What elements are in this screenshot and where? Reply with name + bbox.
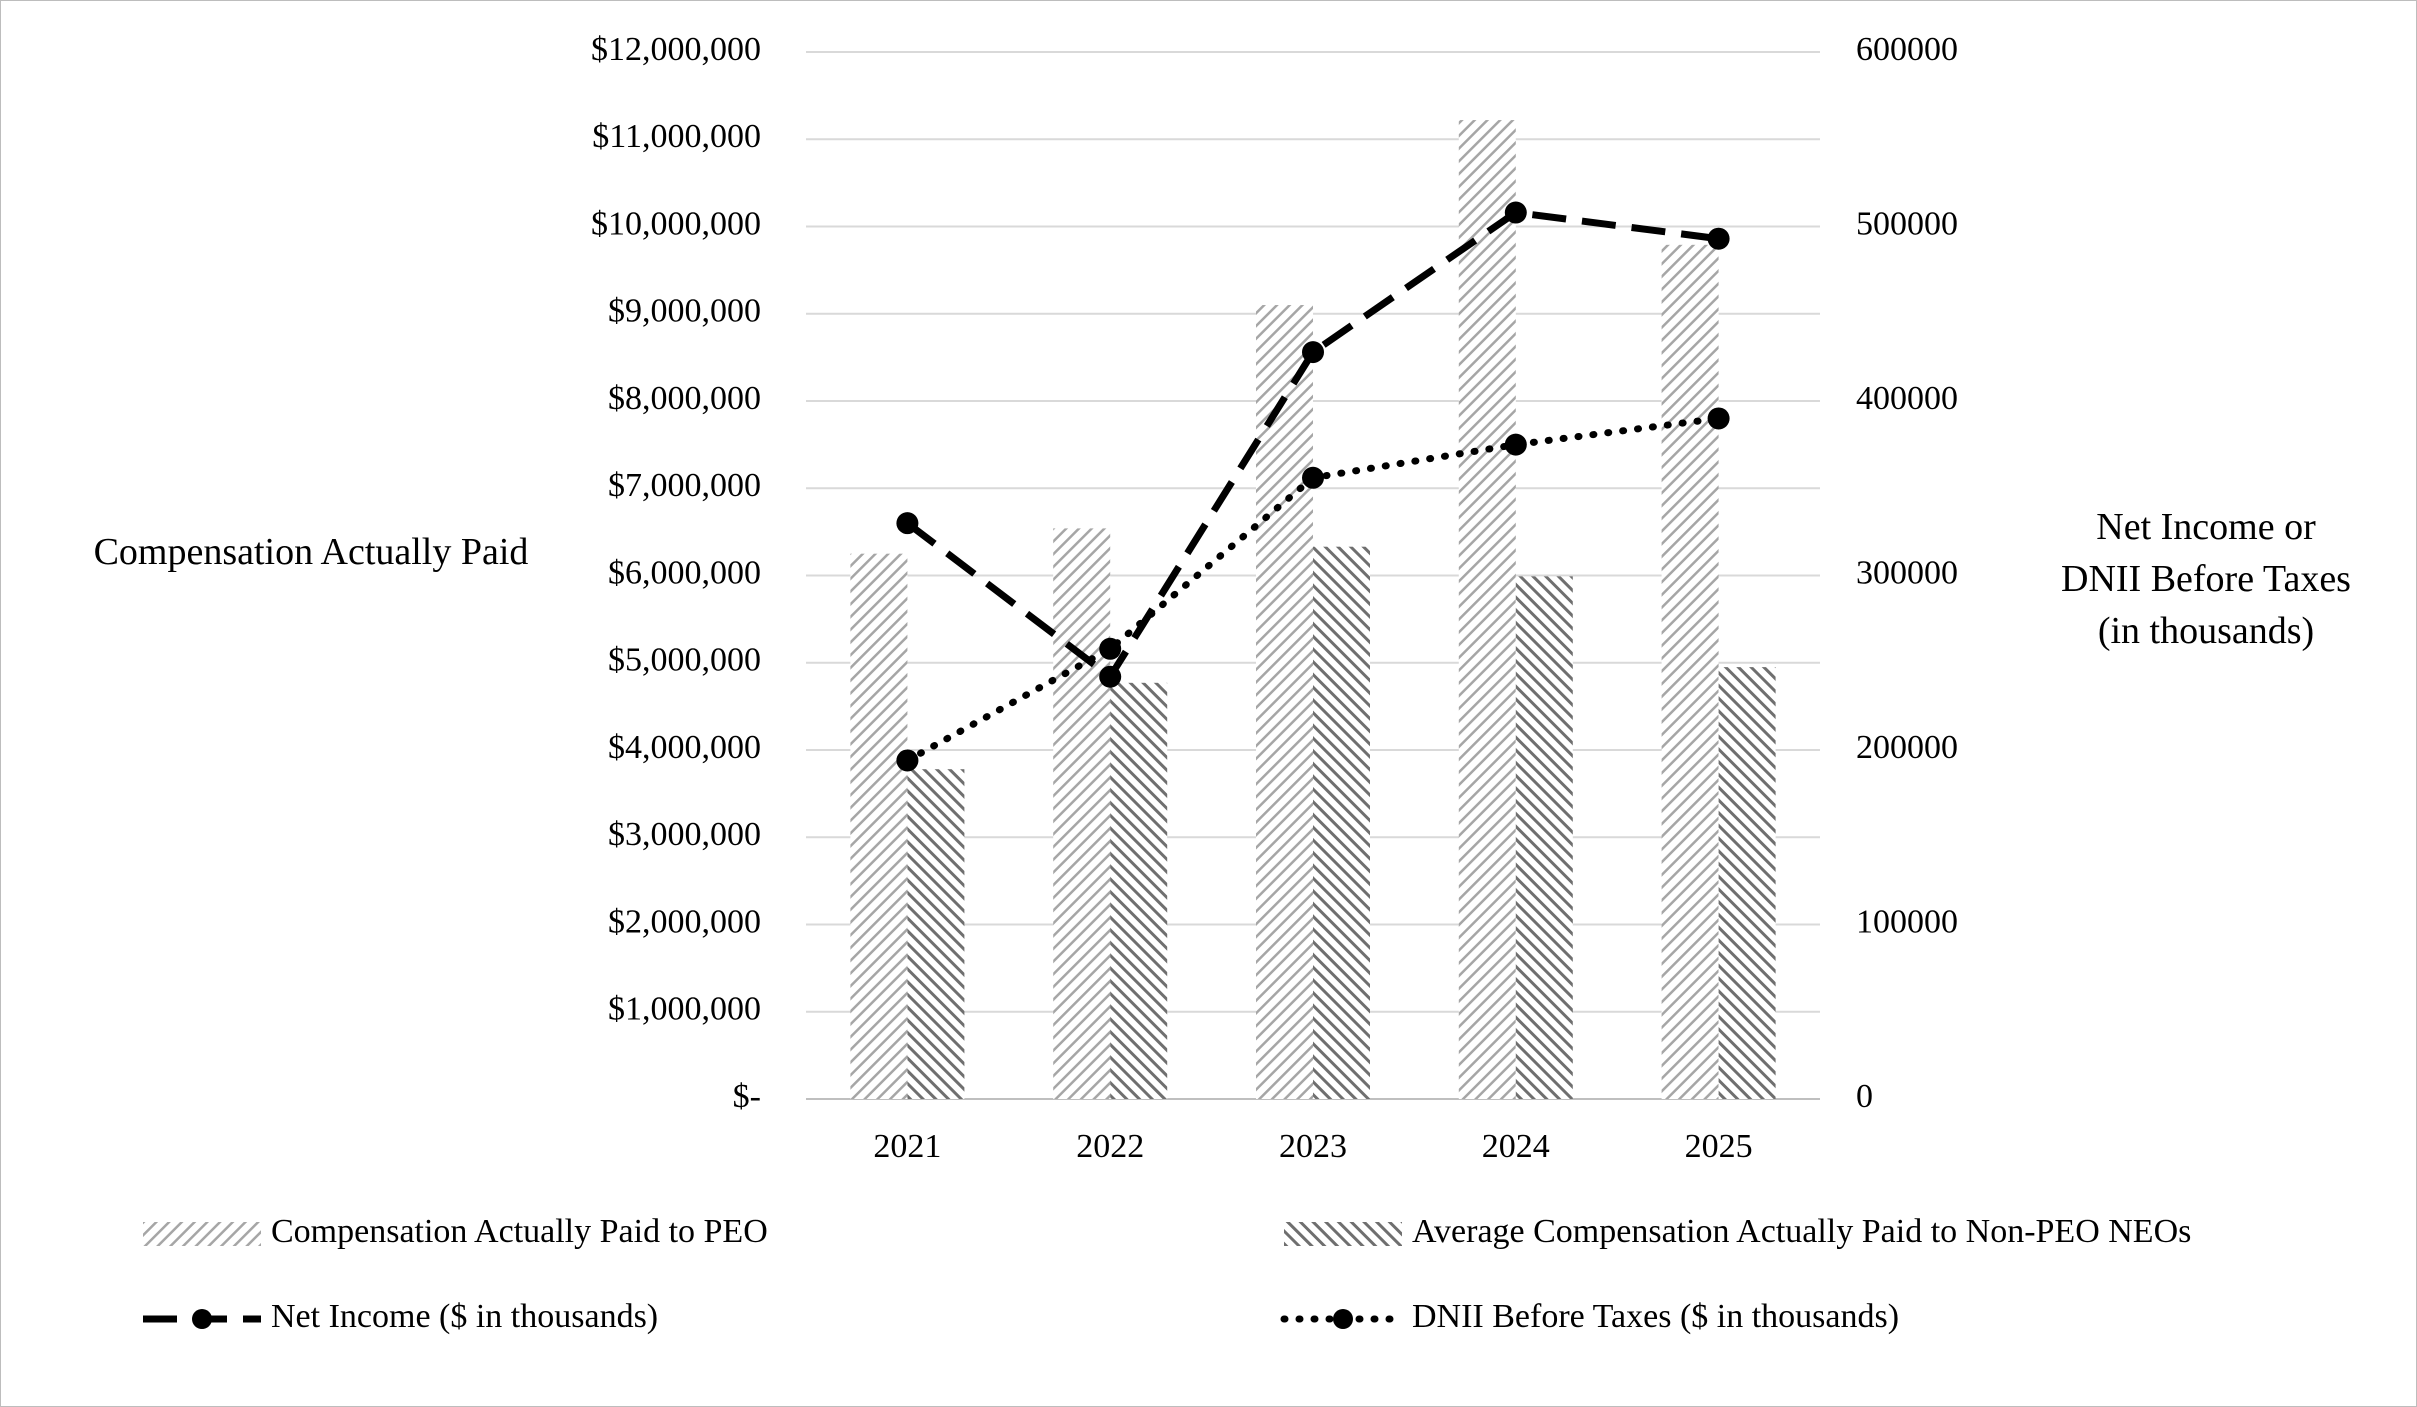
y-tick-label: $2,000,000 xyxy=(608,903,761,940)
legend-label: Average Compensation Actually Paid to No… xyxy=(1412,1213,2191,1250)
marker xyxy=(896,512,919,535)
marker xyxy=(1707,227,1730,250)
bar xyxy=(1110,682,1168,1099)
bar xyxy=(1458,120,1516,1100)
y-tick-label: $5,000,000 xyxy=(608,642,761,679)
x-tick-label: 2025 xyxy=(1685,1128,1753,1165)
x-tick-label: 2022 xyxy=(1076,1128,1144,1165)
marker xyxy=(1707,407,1730,430)
marker xyxy=(1504,433,1527,456)
y2-tick-label: 100000 xyxy=(1856,903,1958,940)
bar xyxy=(1256,305,1313,1099)
legend-label: DNII Before Taxes ($ in thousands) xyxy=(1412,1298,1899,1335)
y2-tick-label: 400000 xyxy=(1856,380,1958,417)
y-tick-label: $9,000,000 xyxy=(608,293,761,330)
y-tick-label: $7,000,000 xyxy=(608,467,761,504)
y-tick-label: $12,000,000 xyxy=(591,31,761,68)
y2-tick-label: 500000 xyxy=(1856,205,1958,242)
marker xyxy=(1099,637,1122,660)
x-tick-label: 2021 xyxy=(873,1128,941,1165)
x-tick-label: 2023 xyxy=(1279,1128,1347,1165)
y-tick-label: $6,000,000 xyxy=(608,554,761,591)
y2-tick-label: 600000 xyxy=(1856,31,1958,68)
bar xyxy=(1515,576,1573,1099)
legend-swatch xyxy=(143,1222,261,1246)
legend-label: Compensation Actually Paid to PEO xyxy=(271,1213,768,1250)
marker xyxy=(1504,201,1527,224)
bar xyxy=(1718,667,1776,1099)
y2-axis-title: Net Income or DNII Before Taxes (in thou… xyxy=(2061,506,2351,652)
y2-tick-label: 300000 xyxy=(1856,554,1958,591)
bar xyxy=(1053,528,1111,1099)
legend-swatch xyxy=(1284,1222,1402,1246)
marker xyxy=(1099,665,1122,688)
legend-marker xyxy=(1333,1309,1353,1329)
y-tick-label: $3,000,000 xyxy=(608,816,761,853)
y2-tick-label: 0 xyxy=(1856,1078,1873,1115)
legend-label: Net Income ($ in thousands) xyxy=(271,1298,658,1335)
bar xyxy=(1313,546,1370,1099)
marker xyxy=(896,749,919,772)
line xyxy=(905,208,1720,682)
bar xyxy=(907,769,965,1099)
y-axis-title: Compensation Actually Paid xyxy=(93,531,529,573)
marker xyxy=(1302,341,1324,364)
bar xyxy=(1661,244,1719,1099)
y-tick-label: $11,000,000 xyxy=(592,118,761,155)
legend-marker xyxy=(192,1309,212,1329)
y-tick-label: $8,000,000 xyxy=(608,380,761,417)
y2-tick-label: 200000 xyxy=(1856,729,1958,766)
bar xyxy=(850,553,908,1099)
y-tick-label: $4,000,000 xyxy=(608,729,761,766)
x-tick-label: 2024 xyxy=(1482,1128,1550,1165)
marker xyxy=(1302,466,1324,489)
y-tick-label: $1,000,000 xyxy=(608,991,761,1028)
y-tick-label: $10,000,000 xyxy=(591,205,761,242)
y-tick-label: $- xyxy=(733,1078,761,1115)
